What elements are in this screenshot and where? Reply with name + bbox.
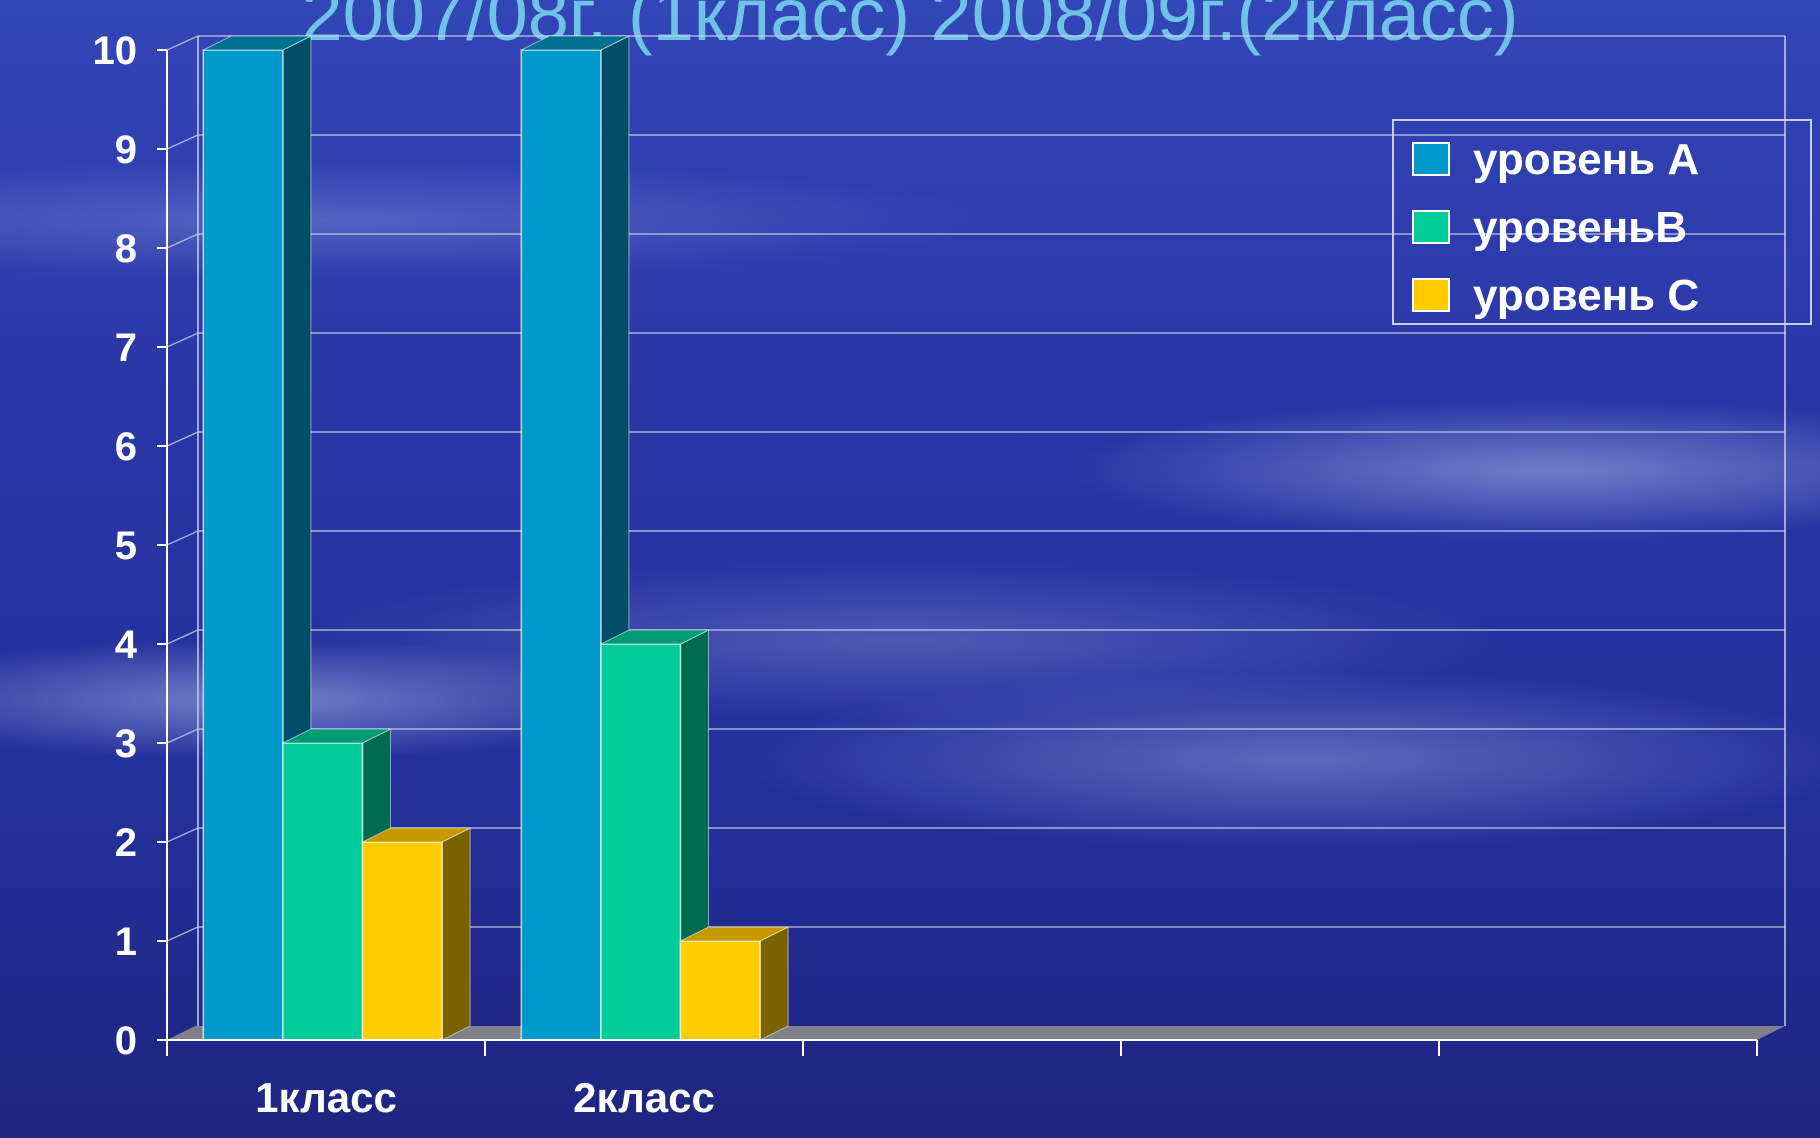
y-tick-label: 6: [115, 425, 137, 469]
bar-side: [759, 926, 789, 1041]
bar-front: [600, 643, 682, 1041]
bar-front: [520, 49, 602, 1041]
y-tick-label: 10: [93, 29, 138, 73]
bars: [202, 35, 789, 1041]
bar-front: [282, 742, 364, 1041]
bar-top: [680, 926, 789, 942]
gridline-depth: [166, 530, 199, 546]
gridline-depth: [166, 728, 199, 744]
bar-top: [282, 728, 391, 744]
bar-front: [361, 841, 443, 1041]
bar-top: [521, 35, 630, 51]
bar: [361, 827, 471, 1041]
legend-swatch: [1412, 278, 1450, 312]
legend-label: уровень С: [1473, 271, 1699, 320]
gridline-depth: [166, 926, 199, 942]
gridline-depth: [166, 827, 199, 843]
legend: уровень А уровеньВ уровень С: [1392, 119, 1812, 325]
y-tick-label: 5: [115, 524, 137, 568]
y-tick-label: 8: [115, 227, 137, 271]
gridline-depth: [166, 134, 199, 150]
y-tick-label: 1: [115, 920, 137, 964]
x-axis: 1класс 2класс: [166, 1039, 1758, 1121]
x-category-label: 2класс: [573, 1074, 715, 1121]
y-tick-label: 3: [115, 722, 137, 766]
gridline-depth: [166, 35, 199, 51]
gridline-depth: [166, 431, 199, 447]
y-axis: 0 1 2 3 4 5 6 7 8 9 10: [93, 29, 168, 1063]
y-tick-label: 0: [115, 1019, 137, 1063]
bar-top: [362, 827, 471, 843]
y-tick-label: 4: [115, 623, 138, 667]
bar-front: [202, 49, 284, 1041]
bar-front: [679, 940, 761, 1041]
legend-label: уровень А: [1473, 135, 1699, 184]
legend-label: уровеньВ: [1473, 203, 1687, 252]
chart-title: 2007/08г. (1класс) 2008/09г.(2класс): [301, 0, 1518, 56]
bar: [679, 926, 789, 1041]
gridline-depth: [166, 233, 199, 249]
legend-box: [1392, 119, 1812, 325]
gridline-depth: [166, 629, 199, 645]
bar-side: [441, 827, 471, 1041]
legend-swatch: [1412, 210, 1450, 244]
bar-top: [203, 35, 312, 51]
legend-swatch: [1412, 142, 1450, 176]
y-tick-label: 7: [115, 326, 137, 370]
x-category-label: 1класс: [255, 1074, 397, 1121]
y-tick-label: 2: [115, 821, 137, 865]
bar-top: [600, 629, 709, 645]
y-tick-label: 9: [115, 128, 137, 172]
gridline-depth: [166, 332, 199, 348]
